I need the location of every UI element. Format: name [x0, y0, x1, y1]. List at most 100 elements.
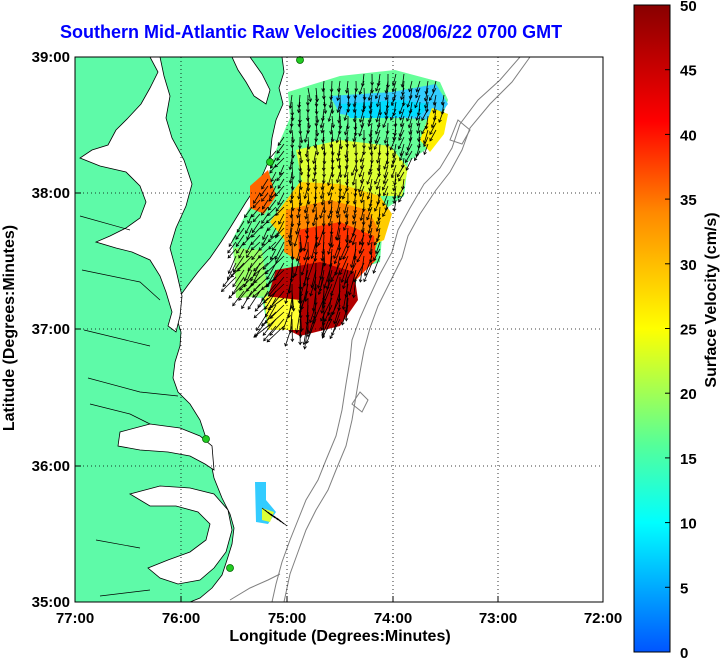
vector-arrowhead [414, 157, 418, 162]
vector-arrowhead [406, 118, 410, 122]
vector-arrowhead [277, 185, 281, 189]
vector-arrowhead [351, 233, 356, 237]
velocity-vector [366, 171, 373, 185]
velocity-vector [409, 122, 413, 135]
vector-arrowhead [329, 335, 333, 340]
velocity-vector [306, 220, 309, 234]
vector-arrowhead [385, 105, 390, 109]
velocity-vector [306, 255, 317, 281]
vector-arrowhead [370, 160, 374, 164]
velocity-vector [417, 122, 421, 134]
velocity-vector [393, 192, 397, 204]
velocity-vector [312, 290, 317, 311]
vector-arrowhead [336, 237, 341, 241]
velocity-vector [418, 136, 421, 149]
vector-arrowhead [252, 218, 257, 223]
velocity-vector [418, 129, 421, 142]
velocity-vector [260, 220, 269, 229]
velocity-vector [274, 241, 285, 260]
velocity-vector [338, 157, 341, 169]
vector-arrowhead [227, 249, 231, 254]
velocity-vector [330, 269, 341, 296]
velocity-vector [360, 206, 365, 221]
vector-arrowhead [276, 150, 281, 154]
station-marker [266, 158, 274, 166]
vector-arrowhead [295, 230, 299, 235]
velocity-vector [314, 136, 317, 148]
vector-arrowhead [334, 236, 339, 241]
colorbar-tick-label: 15 [680, 451, 697, 468]
velocity-vector [360, 150, 365, 162]
vector-arrowhead [299, 139, 304, 144]
velocity-vector [296, 248, 301, 262]
vector-arrowhead [375, 228, 380, 233]
vector-arrowhead [374, 139, 379, 144]
velocity-vector [310, 276, 317, 297]
velocity-vector [400, 143, 405, 156]
velocity-vector [352, 213, 357, 225]
vector-arrowhead [253, 267, 257, 272]
vector-arrowhead [267, 212, 271, 217]
vector-arrowhead [373, 257, 377, 262]
vector-arrowhead [335, 139, 340, 144]
vector-arrowhead [429, 137, 433, 142]
vector-arrowhead [421, 130, 425, 135]
velocity-vector [353, 206, 357, 219]
colorbar-tick-label: 5 [680, 580, 688, 597]
velocity-vector [433, 94, 437, 106]
velocity-vector [360, 157, 365, 169]
velocity-vector [416, 80, 421, 92]
vector-arrowhead [338, 174, 343, 178]
velocity-vector [433, 108, 437, 121]
vector-arrowhead [288, 180, 293, 184]
velocity-vector [396, 164, 405, 177]
velocity-vector [296, 220, 301, 235]
vector-arrowhead [303, 195, 308, 200]
velocity-vector [402, 157, 405, 168]
vector-arrowhead [265, 313, 269, 318]
vector-arrowhead [239, 287, 243, 291]
vector-arrowhead [375, 238, 380, 242]
vector-arrowhead [299, 171, 304, 176]
x-tick-label: 74:00 [374, 610, 412, 627]
vector-arrowhead [270, 178, 274, 183]
velocity-vector [431, 115, 437, 128]
velocity-vector [374, 199, 381, 212]
vector-arrowhead [382, 180, 387, 185]
vector-arrowhead [303, 256, 307, 261]
vector-arrowhead [290, 176, 295, 180]
vector-arrowhead [384, 96, 389, 101]
vector-arrowhead [363, 272, 368, 277]
velocity-vector [369, 122, 373, 137]
river-inlets [79, 215, 179, 597]
velocity-vector [251, 206, 261, 218]
velocity-vector [291, 290, 295, 311]
velocity-vector [251, 220, 261, 233]
vector-arrowhead [270, 234, 274, 239]
velocity-vector [270, 227, 277, 238]
velocity-vector [390, 136, 397, 150]
velocity-vector [345, 290, 349, 313]
velocity-vector [222, 269, 237, 287]
velocity-vector [363, 94, 365, 110]
velocity-vector [416, 108, 421, 121]
velocity-vector [301, 255, 309, 276]
velocity-vector [393, 143, 397, 158]
velocity-vector [393, 87, 397, 102]
vector-arrowhead [275, 212, 279, 216]
vector-arrowhead [342, 285, 346, 290]
vector-arrowhead [382, 213, 386, 217]
vector-arrowhead [320, 129, 325, 134]
vector-arrowhead [367, 97, 372, 101]
vector-arrowhead [373, 241, 378, 246]
vector-arrowhead [252, 294, 256, 298]
velocity-vector [385, 80, 389, 94]
velocity-vector [322, 80, 325, 92]
vector-arrowhead [359, 158, 364, 163]
vector-arrowhead [340, 279, 345, 283]
vector-arrowhead [361, 208, 366, 213]
vector-arrowhead [399, 116, 403, 121]
velocity-vector [268, 311, 285, 327]
vector-arrowhead [263, 300, 267, 304]
vector-arrowhead [358, 173, 363, 178]
